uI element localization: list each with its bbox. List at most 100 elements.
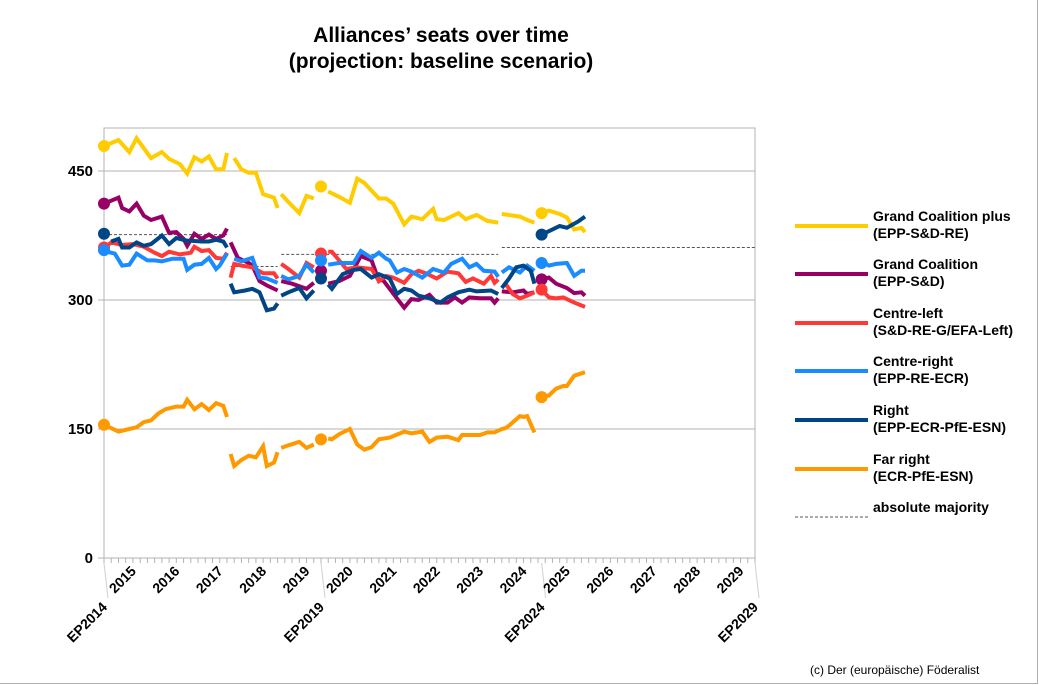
legend-label: absolute majority: [873, 499, 989, 515]
series-line-centre-left: [102, 240, 229, 261]
x-tick-label-election: EP2014: [64, 599, 111, 646]
chart-title-line-2: (projection: baseline scenario): [289, 50, 594, 73]
legend-item-far-right: Far right (ECR-PfE-ESN): [795, 451, 973, 484]
x-tick-label-election: EP2029: [715, 599, 762, 646]
legend-item-grand-coalition: Grand Coalition (EPP-S&D): [795, 256, 978, 289]
series-lines: [102, 134, 587, 470]
x-tick-label: 2029: [713, 563, 746, 596]
series-line-centre-left: [540, 288, 586, 309]
y-axis: 0 150 300 450: [68, 163, 104, 567]
x-tick-label: 2018: [236, 563, 269, 596]
series-line-grand-coalition-plus: [279, 192, 315, 217]
legend-item-centre-left: Centre-left (S&D-RE-G/EFA-Left): [795, 305, 1013, 338]
series-line-grand-coalition-plus: [327, 175, 499, 228]
election-marker-centre-right: [315, 254, 327, 267]
legend-label: Centre-right: [873, 353, 953, 369]
series-line-grand-coalition-plus: [540, 208, 587, 234]
series-line-right: [540, 214, 587, 237]
series-line-grand-coalition: [327, 253, 500, 311]
election-marker-right: [98, 227, 110, 240]
legend-label: Centre-left: [873, 305, 943, 321]
election-marker-far-right: [535, 391, 548, 404]
x-tick-label: 2019: [279, 563, 312, 596]
election-marker-right: [535, 228, 548, 241]
series-line-far-right: [280, 439, 315, 451]
y-tick-label: 0: [85, 550, 93, 567]
x-tick-label: 2017: [193, 563, 226, 596]
series-line-far-right: [327, 413, 537, 452]
legend-sublabel: (EPP-ECR-PfE-ESN): [873, 419, 1006, 435]
legend-label: Right: [873, 402, 909, 418]
election-marker-right: [315, 272, 327, 285]
legend-sublabel: (EPP-S&D-RE): [873, 225, 969, 241]
series-line-centre-right: [540, 259, 585, 279]
x-tick-label: 2026: [583, 563, 616, 596]
series-line-right: [280, 285, 316, 302]
series-line-grand-coalition: [103, 195, 229, 250]
election-marker-far-right: [98, 418, 110, 431]
x-tick-label-election: EP2024: [501, 599, 548, 646]
election-marker-centre-left: [535, 283, 548, 296]
series-line-centre-right: [327, 248, 500, 280]
x-tick-label: 2020: [323, 563, 356, 596]
series-line-grand-coalition-plus: [103, 134, 229, 178]
legend-label: Grand Coalition plus: [873, 208, 1011, 224]
election-marker-far-right: [315, 433, 327, 446]
series-line-grand-coalition: [541, 275, 587, 298]
series-line-far-right: [103, 396, 229, 434]
legend-item-centre-right: Centre-right (EPP-RE-ECR): [795, 353, 969, 386]
x-tick-label: 2022: [410, 563, 443, 596]
y-tick-label: 300: [68, 292, 93, 309]
x-tick-label: 2016: [149, 563, 182, 596]
election-marker-grand-coalition: [535, 273, 548, 286]
series-line-grand-coalition-plus: [232, 157, 280, 209]
election-marker-grand-coalition: [98, 197, 110, 210]
series-line-right: [228, 282, 280, 313]
x-tick-leader: [320, 562, 326, 599]
election-marker-centre-right: [98, 244, 110, 257]
x-tick-leader: [541, 562, 547, 599]
series-line-centre-right: [233, 255, 279, 285]
series-line-grand-coalition-plus: [501, 212, 536, 225]
legend-sublabel: (ECR-PfE-ESN): [873, 468, 973, 484]
x-tick-label-election: EP2019: [281, 599, 328, 646]
x-tick-leader: [754, 562, 760, 599]
election-marker-grand-coalition-plus: [315, 180, 327, 193]
election-marker-grand-coalition-plus: [535, 207, 548, 220]
series-line-right: [110, 232, 229, 250]
series-line-far-right: [228, 440, 280, 470]
series-line-centre-left: [228, 261, 280, 280]
chart-title-line-1: Alliances’ seats over time: [313, 24, 569, 47]
series-line-far-right: [541, 370, 586, 400]
legend-item-absolute-majority: absolute majority: [795, 499, 989, 518]
election-marker-centre-right: [535, 257, 548, 270]
x-tick-label: 2015: [106, 563, 139, 596]
plot-area: [103, 127, 756, 559]
legend-item-right: Right (EPP-ECR-PfE-ESN): [795, 402, 1006, 435]
election-marker-grand-coalition-plus: [98, 140, 110, 153]
legend-sublabel: (EPP-S&D): [873, 273, 945, 289]
x-tick-leader: [103, 562, 109, 599]
legend-item-grand-coalition-plus: Grand Coalition plus (EPP-S&D-RE): [795, 208, 1011, 241]
series-line-centre-left: [503, 282, 536, 301]
legend-sublabel: (EPP-RE-ECR): [873, 370, 969, 386]
legend-label: Far right: [873, 451, 930, 467]
series-line-centre-right: [280, 261, 316, 282]
series-line-right: [500, 263, 537, 290]
x-tick-label: 2025: [540, 563, 573, 596]
election-markers: [98, 140, 548, 446]
legend-sublabel: (S&D-RE-G/EFA-Left): [873, 322, 1013, 338]
x-tick-label: 2024: [496, 563, 529, 596]
series-line-centre-right: [500, 263, 536, 275]
y-tick-label: 150: [68, 421, 93, 438]
x-tick-label: 2028: [670, 563, 703, 596]
series-line-centre-right: [103, 249, 229, 274]
y-tick-label: 450: [68, 163, 93, 180]
legend: Grand Coalition plus (EPP-S&D-RE) Grand …: [795, 208, 1013, 518]
series-line-right: [326, 266, 500, 305]
legend-label: Grand Coalition: [873, 256, 978, 272]
x-tick-label: 2021: [366, 563, 399, 596]
